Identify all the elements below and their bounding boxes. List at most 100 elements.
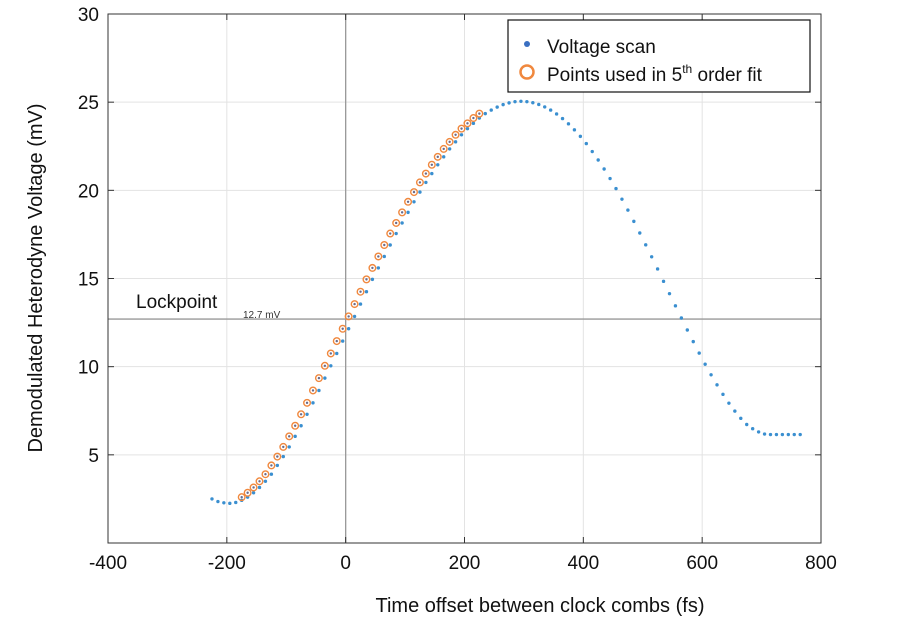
scan-point: [572, 128, 577, 132]
scan-point: [335, 351, 339, 356]
fit-point: [457, 124, 466, 133]
scan-point: [655, 267, 660, 271]
y-tick-label: 10: [78, 358, 99, 379]
fit-point: [273, 452, 282, 461]
scan-point: [489, 108, 493, 112]
fit-point-center: [246, 491, 249, 494]
scan-point: [525, 99, 529, 104]
scan-point: [483, 111, 487, 116]
legend-ring-marker: [519, 64, 535, 80]
lockpoint-value: 12.7 mV: [243, 310, 281, 321]
scan-point: [548, 108, 553, 112]
fit-point-center: [341, 327, 344, 330]
fit-point: [374, 252, 383, 261]
fit-point-center: [371, 266, 374, 270]
fit-point-center: [472, 116, 475, 120]
fit-point: [427, 160, 436, 169]
scan-point: [382, 254, 386, 259]
scan-point: [739, 416, 743, 421]
fit-point-center: [442, 147, 445, 151]
scan-point: [507, 101, 511, 105]
fit-point: [320, 361, 329, 370]
scan-point: [340, 339, 345, 343]
scan-point: [388, 243, 392, 247]
fit-point: [350, 300, 359, 309]
y-axis-ticks: 5 10 15 20 25 30: [78, 5, 821, 467]
scan-point: [780, 432, 785, 437]
scan-point: [614, 186, 618, 191]
fit-point-center: [293, 424, 297, 427]
fit-point-center: [406, 200, 410, 203]
legend-box: [507, 19, 811, 93]
fit-point: [326, 349, 335, 358]
scan-point: [406, 210, 410, 215]
scan-point: [287, 445, 291, 449]
scan-point: [745, 422, 749, 427]
x-tick-label: 200: [449, 553, 481, 574]
scan-point: [358, 302, 363, 306]
scan-point: [323, 376, 327, 380]
scan-point: [649, 255, 654, 259]
fit-point-center: [305, 401, 309, 405]
fit-point-center: [466, 122, 469, 125]
legend: Voltage scan Points used in 5th order fi…: [507, 19, 811, 93]
scan-point: [228, 501, 232, 506]
scan-point: [329, 364, 333, 368]
scan-point: [673, 304, 678, 308]
scan-point: [786, 432, 791, 437]
fit-point-center: [454, 133, 457, 136]
scan-point: [590, 149, 594, 154]
fit-point-center: [478, 112, 481, 115]
fit-point-center: [448, 140, 451, 144]
scan-point: [281, 454, 285, 459]
scan-point: [234, 500, 238, 505]
scan-point: [727, 401, 731, 405]
fit-point: [338, 324, 347, 333]
fit-point: [475, 109, 484, 118]
voltage-scan-series: [210, 99, 802, 506]
fit-point-center: [264, 473, 267, 476]
x-tick-label: 0: [340, 553, 351, 574]
fit-point: [291, 421, 300, 430]
fit-point: [308, 386, 317, 395]
fit-point: [415, 178, 424, 187]
y-tick-label: 15: [78, 270, 99, 291]
scan-point: [543, 105, 547, 109]
scan-point: [453, 140, 458, 144]
fit-point: [368, 263, 377, 272]
fit-point-center: [418, 181, 422, 184]
fit-point-center: [353, 302, 356, 306]
fit-point-center: [240, 495, 243, 499]
fit-point: [380, 240, 389, 249]
fit-point: [237, 493, 246, 502]
x-tick-label: -200: [208, 553, 246, 574]
fit-point-center: [323, 364, 327, 367]
fit-point-center: [436, 155, 439, 159]
scan-point: [792, 432, 796, 437]
scan-point: [305, 412, 309, 416]
legend-dot-marker: [524, 41, 530, 47]
scan-point: [626, 208, 630, 212]
scan-point: [459, 133, 464, 137]
scan-point: [430, 171, 434, 176]
fit-point-center: [282, 445, 285, 449]
scan-point: [394, 231, 398, 236]
fit-point: [463, 119, 472, 128]
scan-point: [531, 100, 535, 105]
fit-point: [249, 483, 258, 492]
x-tick-label: -400: [89, 553, 127, 574]
fit-point: [344, 312, 353, 321]
fit-point-center: [276, 455, 279, 458]
fit-point: [439, 144, 448, 153]
scan-point: [554, 112, 559, 116]
fit-point-center: [252, 486, 255, 489]
scan-point: [513, 99, 517, 104]
fit-point: [314, 374, 323, 383]
scan-point: [269, 472, 274, 476]
scan-point: [578, 134, 583, 139]
scan-point: [632, 219, 636, 224]
fit-point: [261, 470, 270, 479]
scan-point: [364, 290, 369, 294]
scan-point: [733, 409, 737, 413]
fit-point-center: [383, 243, 386, 247]
